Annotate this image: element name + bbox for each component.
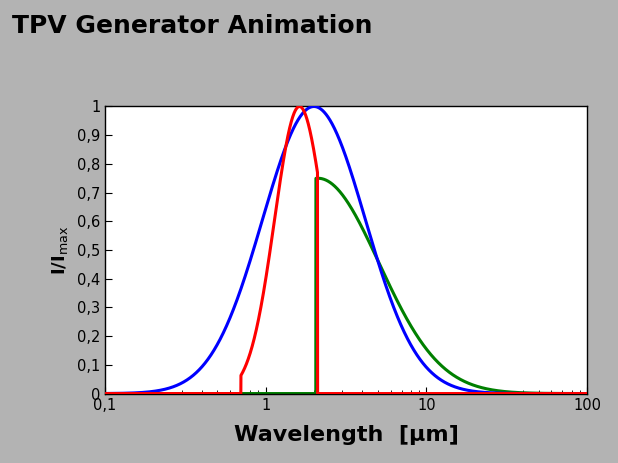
Text: TPV Generator Animation: TPV Generator Animation bbox=[12, 14, 373, 38]
X-axis label: Wavelength  [μm]: Wavelength [μm] bbox=[234, 425, 459, 444]
Y-axis label: I/I$_\mathrm{max}$: I/I$_\mathrm{max}$ bbox=[50, 225, 70, 275]
